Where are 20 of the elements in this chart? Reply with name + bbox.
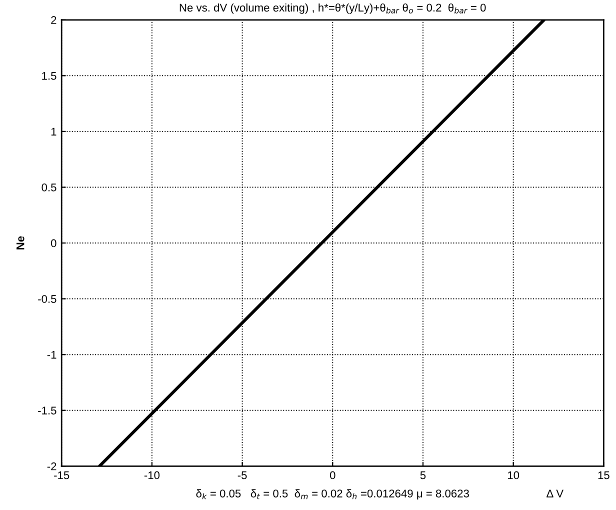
- x-tick-label: -5: [238, 471, 247, 480]
- y-tick-label: 1: [51, 128, 56, 136]
- x-tick-label: 10: [508, 471, 520, 480]
- y-tick-label: 2: [51, 16, 56, 24]
- text: δ$_{k}$ = 0.05 δ$_{t}$ = 0.5 δ$_{m}$ = 0.02 δ$_{h}$ =0.012649 μ = 8.0623: [196, 489, 469, 500]
- x-tick-label: 15: [598, 471, 610, 480]
- y-tick-label: 0: [50, 239, 56, 248]
- x-tick-label: -15: [54, 471, 70, 480]
- y-tick-label: 1.5: [42, 72, 56, 80]
- y-tick-label: -1: [47, 350, 56, 359]
- x-tick-label: 0: [330, 471, 336, 480]
- x-tick-label: -10: [144, 471, 160, 480]
- y-tick-label: 0.5: [42, 184, 56, 192]
- x-axis-title: Δ V: [546, 490, 564, 498]
- y-axis-title: Ne: [16, 236, 24, 250]
- x-tick-label: 5: [420, 471, 426, 480]
- y-tick-label: -0.5: [38, 295, 56, 303]
- y-tick-label: -1.5: [38, 406, 56, 414]
- chart-title: Ne vs. dV (volume exiting) , h*=θ*(y/Ly)+θ$_{bar}$ θ$_{o}$ = 0.2 θ$_{bar}$ = 0: [180, 3, 486, 14]
- y-tick-label: -2: [47, 462, 56, 470]
